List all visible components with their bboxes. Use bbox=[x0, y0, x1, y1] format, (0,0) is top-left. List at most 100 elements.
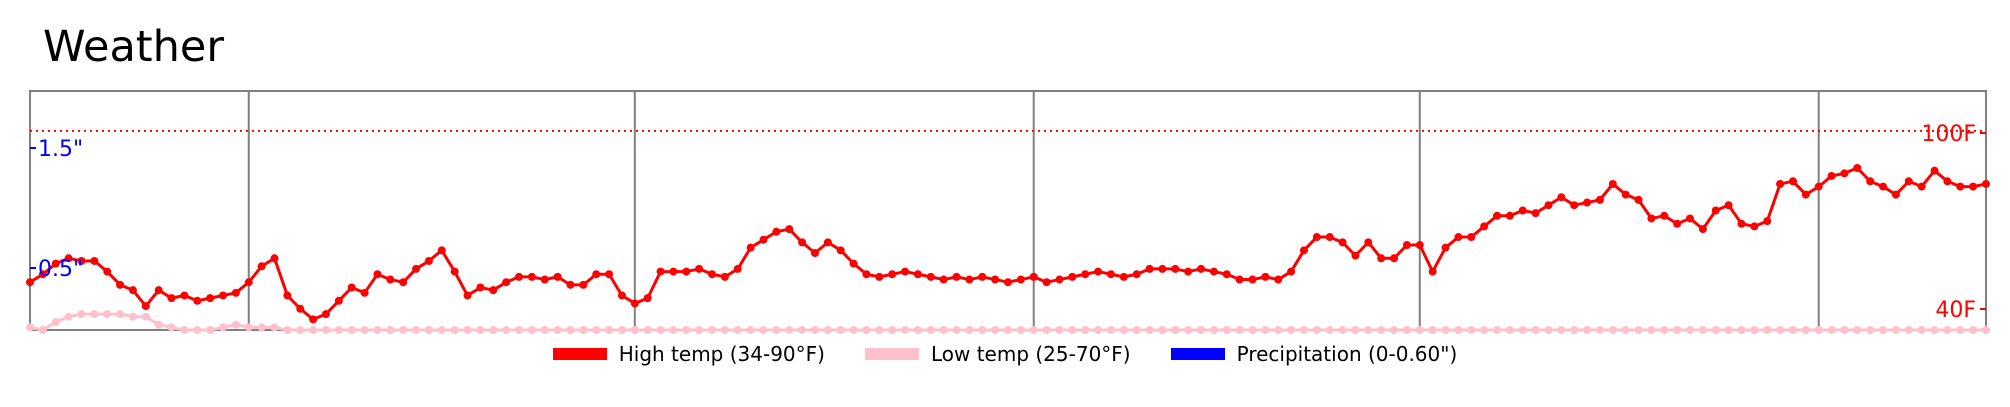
high-temp-point bbox=[617, 291, 626, 300]
low-temp-point bbox=[1776, 326, 1785, 334]
high-temp-point bbox=[759, 235, 768, 244]
high-temp-point bbox=[373, 270, 382, 279]
low-temp-point bbox=[1827, 326, 1836, 334]
high-temp-point bbox=[1377, 254, 1386, 263]
low-temp-point bbox=[360, 326, 369, 334]
high-temp-point bbox=[244, 278, 253, 287]
low-temp-point bbox=[270, 323, 279, 332]
high-temp-line bbox=[29, 166, 1987, 321]
low-temp-point bbox=[553, 326, 562, 334]
low-temp-point bbox=[1454, 326, 1463, 334]
low-temp-point bbox=[720, 326, 729, 334]
low-temp-point bbox=[772, 326, 781, 334]
low-temp-point bbox=[1042, 326, 1051, 334]
low-temp-point bbox=[630, 326, 639, 334]
low-temp-point bbox=[309, 326, 318, 334]
low-temp-point bbox=[823, 326, 832, 334]
high-temp-point bbox=[785, 225, 794, 234]
high-temp-point bbox=[193, 296, 202, 305]
high-temp-point bbox=[810, 248, 819, 257]
high-temp-point bbox=[1763, 217, 1772, 226]
high-temp-point bbox=[399, 278, 408, 287]
high-temp-point bbox=[1274, 275, 1283, 284]
high-temp-point bbox=[823, 238, 832, 247]
low-temp-point bbox=[1467, 326, 1476, 334]
high-temp-point bbox=[553, 272, 562, 281]
low-temp-point bbox=[1235, 326, 1244, 334]
low-temp-point bbox=[1299, 326, 1308, 334]
low-temp-point bbox=[733, 326, 742, 334]
legend-item-low: Low temp (25-70°F) bbox=[864, 342, 1131, 366]
high-temp-point bbox=[1158, 264, 1167, 273]
high-temp-point bbox=[1402, 241, 1411, 250]
high-temp-point bbox=[64, 254, 73, 263]
high-temp-point bbox=[515, 272, 523, 281]
legend-label-precip: Precipitation (0-0.60") bbox=[1236, 342, 1458, 366]
high-temp-point bbox=[682, 267, 691, 276]
high-temp-point bbox=[502, 278, 511, 287]
low-temp-point bbox=[1737, 326, 1746, 334]
high-temp-point bbox=[1480, 222, 1489, 231]
high-temp-point bbox=[836, 246, 845, 255]
low-temp-point bbox=[1055, 326, 1064, 334]
low-temp-point bbox=[1029, 326, 1038, 334]
low-temp-point bbox=[1248, 326, 1257, 334]
high-temp-point bbox=[180, 291, 189, 300]
high-temp-point bbox=[347, 283, 356, 292]
high-temp-point bbox=[1029, 272, 1038, 281]
low-temp-point bbox=[1016, 326, 1025, 334]
high-temp-point bbox=[1750, 222, 1759, 231]
low-temp-point bbox=[257, 323, 266, 332]
low-temp-point bbox=[1377, 326, 1386, 334]
high-temp-point bbox=[1531, 209, 1540, 218]
high-temp-point bbox=[1776, 179, 1785, 188]
low-temp-point bbox=[1788, 326, 1797, 334]
high-temp-point bbox=[1312, 233, 1321, 242]
high-temp-point bbox=[1879, 182, 1888, 191]
high-temp-point bbox=[746, 243, 755, 252]
low-temp-point bbox=[1904, 326, 1913, 334]
low-temp-point bbox=[810, 326, 819, 334]
right-axis: 100F 40F bbox=[1921, 122, 1986, 323]
low-temp-point bbox=[888, 326, 897, 334]
low-temp-point bbox=[26, 323, 34, 332]
high-temp-point bbox=[1235, 275, 1244, 284]
low-temp-point bbox=[1402, 326, 1411, 334]
left-tick-label-1-5: 1.5" bbox=[38, 137, 83, 162]
high-temp-point bbox=[913, 270, 922, 279]
high-temp-point bbox=[1184, 267, 1193, 276]
low-temp-point bbox=[77, 310, 86, 319]
high-temp-point bbox=[733, 264, 742, 273]
low-temp-point bbox=[1106, 326, 1115, 334]
low-temp-point bbox=[347, 326, 356, 334]
high-temp-point bbox=[77, 256, 86, 265]
low-temp-point bbox=[128, 312, 137, 321]
low-temp-point bbox=[1583, 326, 1592, 334]
high-temp-point bbox=[283, 291, 292, 300]
high-temp-point bbox=[437, 246, 446, 255]
high-temp-point bbox=[386, 275, 395, 284]
low-temp-point bbox=[1698, 326, 1707, 334]
high-temp-point bbox=[1660, 211, 1669, 220]
low-temp-point bbox=[1171, 326, 1180, 334]
low-temp-point bbox=[939, 326, 948, 334]
low-temp-point bbox=[437, 326, 446, 334]
high-temp-point bbox=[412, 264, 421, 273]
high-temp-point bbox=[1222, 270, 1231, 279]
high-temp-point bbox=[360, 288, 369, 297]
high-temp-point bbox=[270, 254, 279, 263]
low-temp-point bbox=[502, 326, 511, 334]
low-temp-point bbox=[1686, 326, 1695, 334]
high-temp-point bbox=[1055, 275, 1064, 284]
legend-swatch-precip bbox=[1170, 348, 1225, 360]
high-temp-point bbox=[141, 302, 150, 311]
legend-swatch-low bbox=[864, 348, 919, 360]
low-temp-point bbox=[1505, 326, 1514, 334]
high-temp-point bbox=[1724, 201, 1733, 210]
low-temp-point bbox=[1711, 326, 1720, 334]
high-temp-point bbox=[1943, 177, 1952, 186]
high-temp-point bbox=[463, 291, 472, 300]
low-temp-point bbox=[424, 326, 433, 334]
high-temp-point bbox=[1171, 264, 1180, 273]
low-temp-point bbox=[412, 326, 421, 334]
